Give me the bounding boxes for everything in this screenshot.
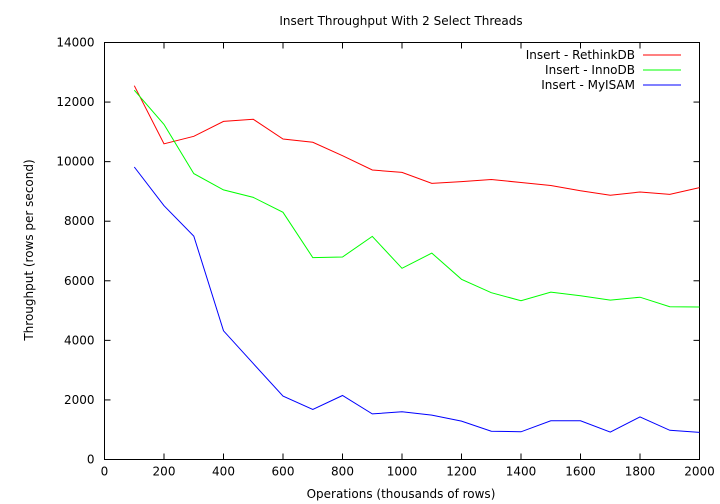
y-axis-label: Throughput (rows per second) [22, 159, 36, 341]
x-tick-label: 800 [331, 465, 354, 479]
x-tick-label: 200 [153, 465, 176, 479]
x-tick-label: 2000 [684, 465, 715, 479]
y-tick-label: 8000 [64, 214, 95, 228]
axis-ticks: 0 200 400 600 800 1000 1200 1400 1600 1800 2000 0 20… [56, 36, 714, 479]
x-tick-label: 1800 [625, 465, 656, 479]
chart-title: Insert Throughput With 2 Select Threads [279, 14, 522, 28]
x-tick-label: 1200 [446, 465, 477, 479]
legend-label-insert-innodb: Insert - InnoDB [545, 63, 635, 77]
series-line-insert-myisam [133, 166, 700, 433]
legend-label-insert-rethinkdb: Insert - RethinkDB [526, 48, 635, 62]
x-tick-label: 0 [101, 465, 109, 479]
series-line-insert-innodb [133, 89, 700, 308]
x-tick-label: 400 [212, 465, 235, 479]
x-tick-label: 1600 [565, 465, 596, 479]
legend-label-insert-myisam: Insert - MyISAM [541, 78, 635, 92]
y-tick-label: 6000 [64, 274, 95, 288]
plot-frame [104, 42, 700, 460]
x-axis-label: Operations (thousands of rows) [307, 487, 496, 501]
y-tick-label: 4000 [64, 333, 95, 347]
y-tick-label: 12000 [56, 95, 94, 109]
y-tick-label: 2000 [64, 393, 95, 407]
x-tick-label: 1000 [387, 465, 418, 479]
y-tick-label: 10000 [56, 155, 94, 169]
y-tick-label: 14000 [56, 36, 94, 50]
x-tick-label: 1400 [506, 465, 537, 479]
series-group [133, 85, 700, 433]
x-tick-label: 600 [272, 465, 295, 479]
y-tick-label: 0 [87, 453, 95, 467]
series-line-insert-rethinkdb [133, 85, 700, 196]
